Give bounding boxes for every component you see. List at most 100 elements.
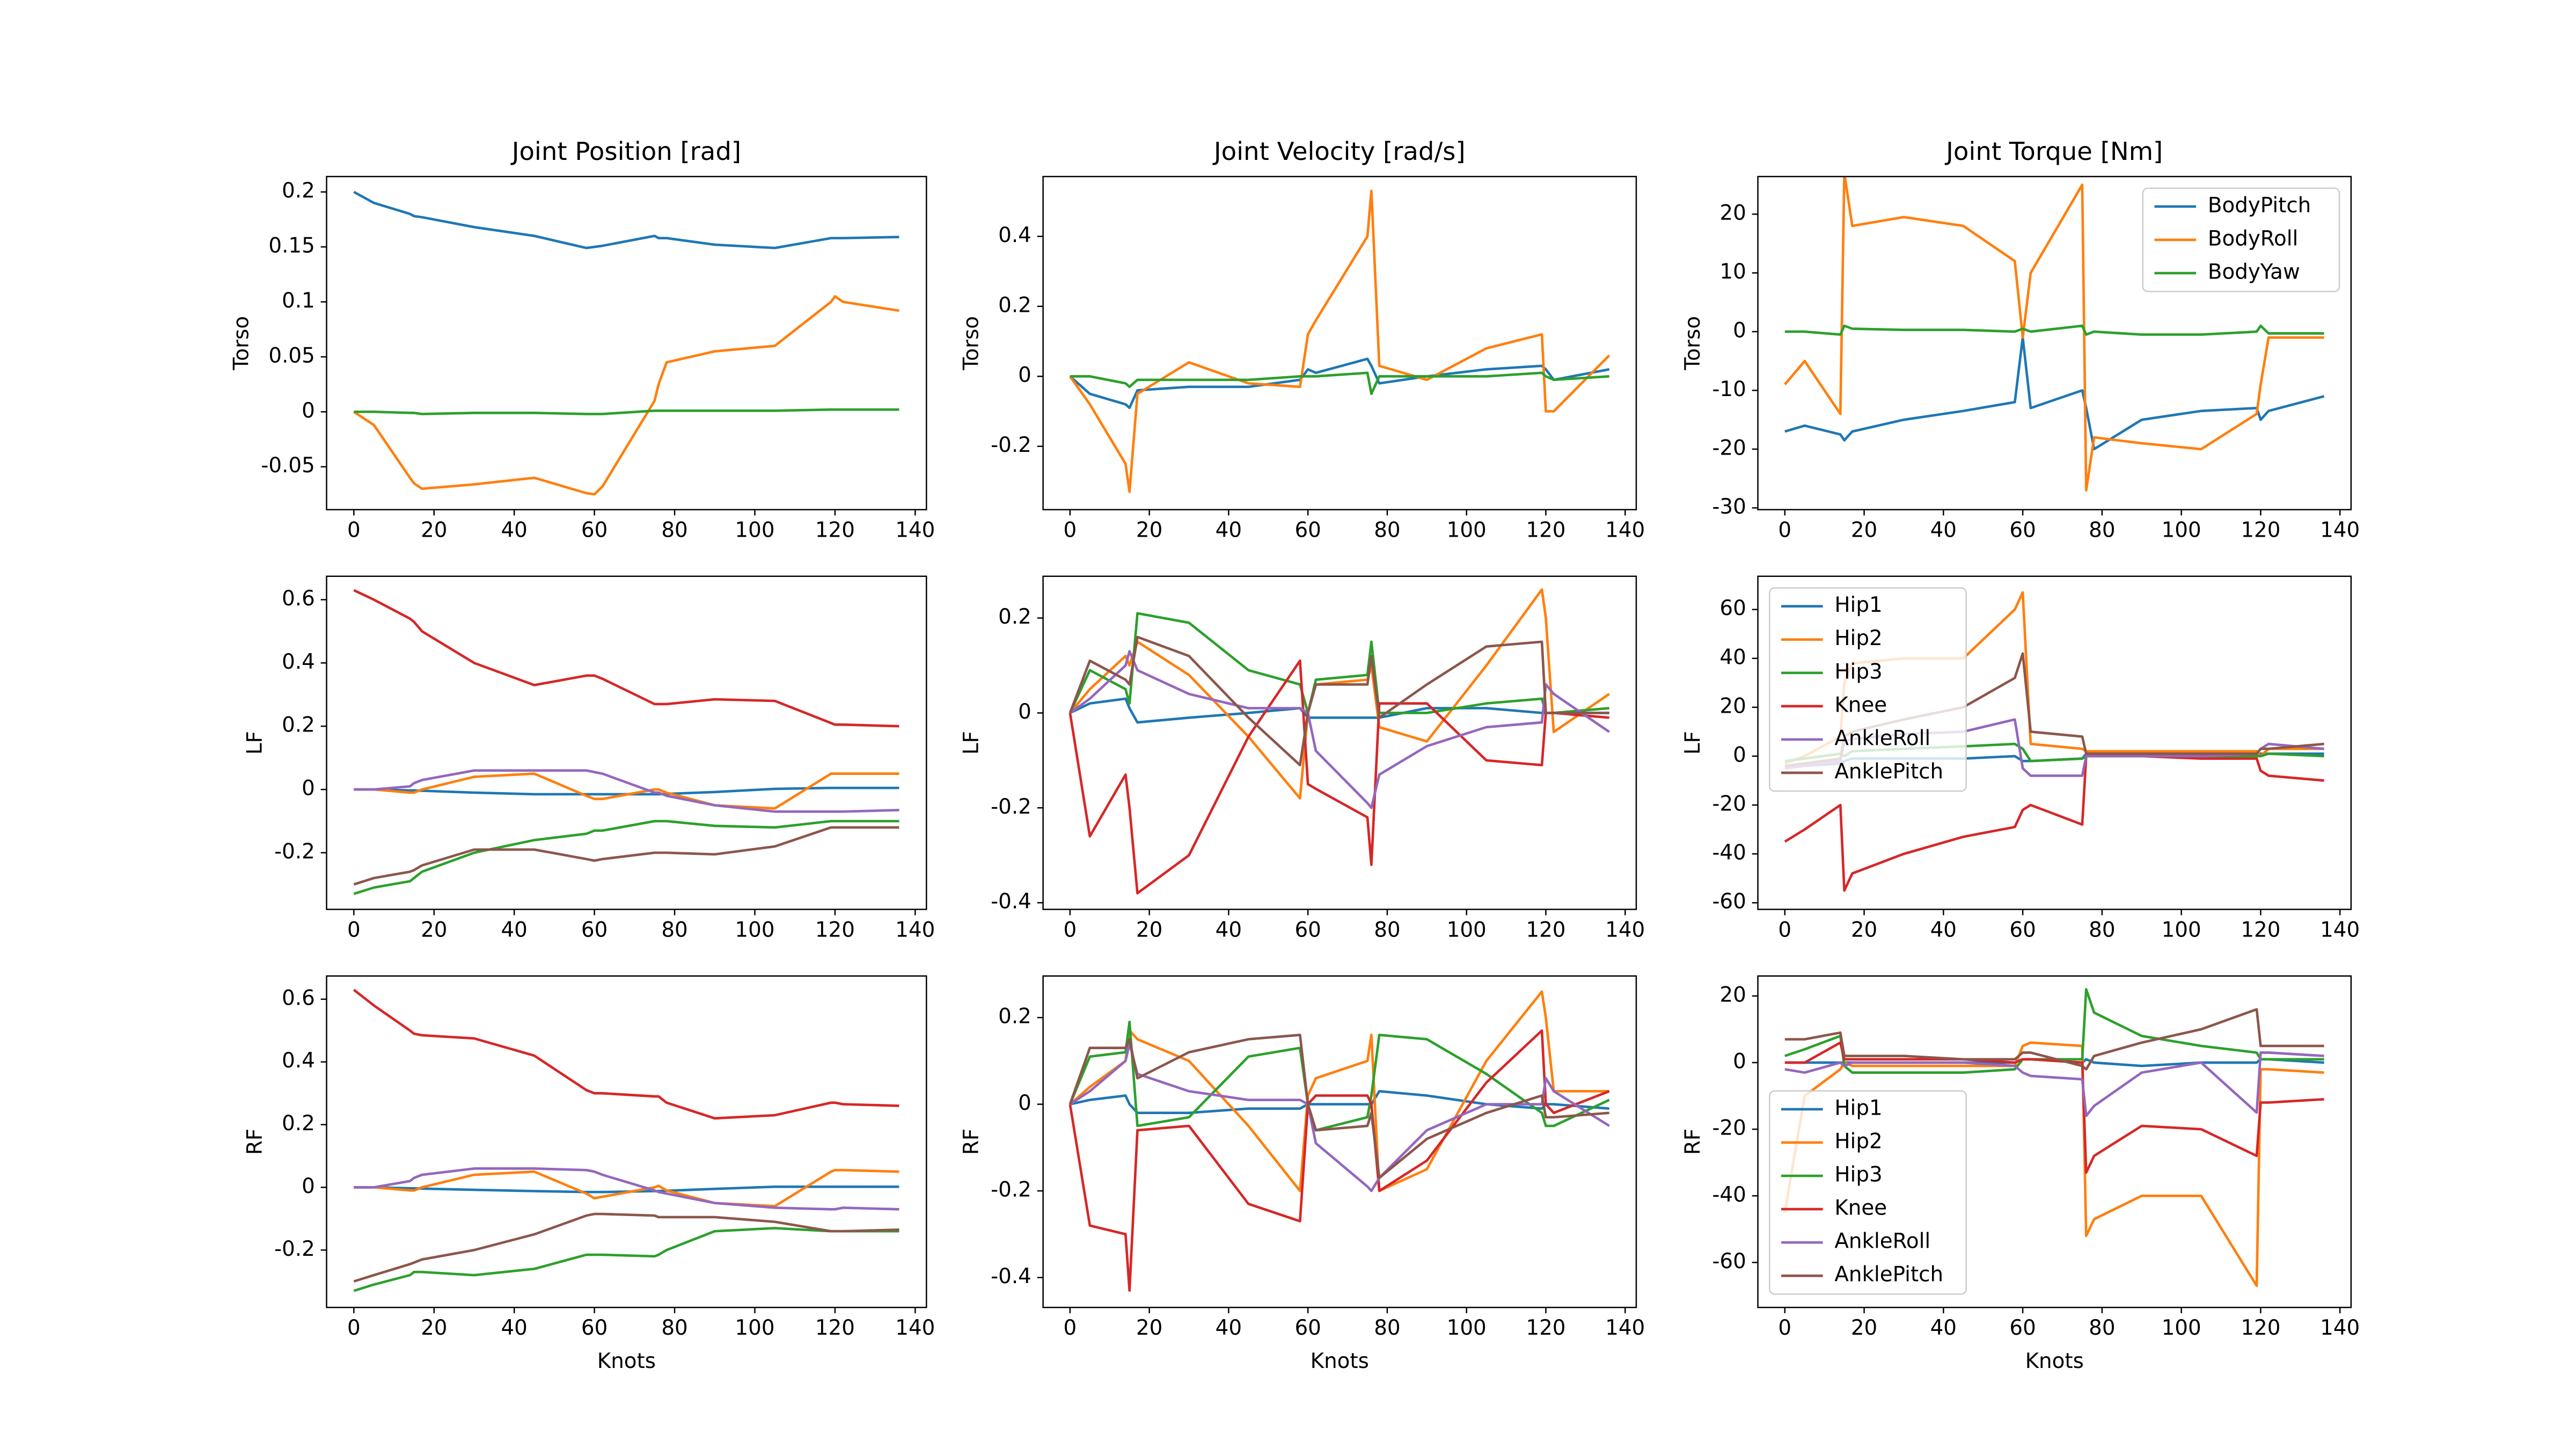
x-tick-label: 40 [501,918,528,942]
x-tick-label: 80 [661,518,687,543]
x-tick-label: 120 [2241,918,2280,942]
data-line [354,1168,899,1208]
y-tick-label: 10 [1719,260,1746,284]
y-axis-label: Torso [230,316,254,371]
x-tick-label: 40 [1216,1316,1242,1340]
y-tick-label: 0.2 [282,713,315,737]
subplot: 0 20 40 60 80 100 120 140 -0.2 0 0.2 0.4 0.6 Knots RF [243,975,935,1373]
data-line [1784,755,2324,892]
legend-label: Hip2 [1834,1129,1882,1153]
y-tick-label: 0.1 [282,289,315,313]
axes-frame [326,175,927,510]
y-tick-label: 0.2 [282,1111,315,1136]
axes-frame [1042,175,1637,510]
axes-frame [326,975,927,1308]
x-tick-label: 40 [1930,918,1957,942]
y-tick-label: -20 [1712,1116,1746,1140]
data-line [1069,1034,1609,1180]
y-tick-label: 0.2 [998,605,1031,629]
x-tick-label: 120 [1526,1316,1565,1340]
x-tick-label: 80 [2089,518,2115,543]
y-tick-label: -0.4 [991,890,1031,914]
data-line [1069,1029,1610,1292]
x-tick-label: 120 [815,918,855,942]
x-axis-label: Knots [597,1349,656,1373]
data-line [353,826,899,886]
data-line [353,191,899,250]
x-tick-label: 100 [2162,518,2201,543]
y-tick-label: -20 [1712,792,1746,816]
x-tick-label: 80 [2089,1316,2115,1340]
x-tick-label: 40 [1216,518,1242,543]
y-tick-label: 0 [1733,318,1746,342]
x-tick-label: 0 [347,518,361,543]
x-tick-label: 40 [1216,918,1242,942]
y-tick-label: -0.2 [274,1237,315,1261]
x-tick-label: 60 [581,1316,608,1340]
y-tick-label: 0.6 [282,587,315,611]
x-tick-label: 140 [2320,918,2360,942]
y-tick-label: -60 [1712,1249,1746,1274]
data-line [1784,1041,2324,1174]
y-axis-label: RF [959,1129,983,1155]
x-tick-label: 100 [1447,518,1487,543]
axes-frame [1757,575,2352,910]
y-tick-label: -10 [1712,377,1746,401]
y-axis-label: LF [1681,731,1705,755]
y-tick-label: 20 [1719,201,1746,225]
x-tick-label: 140 [1605,918,1645,942]
x-tick-label: 60 [2009,1316,2036,1340]
data-line [1069,635,1609,767]
y-axis-label: RF [1681,1129,1705,1155]
y-tick-label: 0 [1018,700,1031,724]
data-line [1069,612,1609,714]
x-tick-label: 0 [1063,1316,1077,1340]
subplot: 0 20 40 60 80 100 120 140 -0.2 0 0.2 0.4 0.6 LF [243,575,935,942]
data-line [354,408,899,415]
data-line [1069,357,1610,409]
y-tick-label: -0.05 [261,453,314,478]
y-tick-label: -30 [1712,495,1746,519]
x-tick-label: 80 [1374,918,1400,942]
legend-label: AnkleRoll [1834,726,1930,750]
legend-label: BodyYaw [2208,260,2300,284]
subplot-title: Joint Position [rad] [510,137,741,166]
subplot: 0 20 40 60 80 100 120 140 -0.05 0 0.05 0.1 0.15 0.2 Jo… [230,137,935,542]
legend-label: BodyPitch [2208,193,2311,217]
x-tick-label: 60 [581,918,608,942]
y-tick-label: 0.4 [998,223,1031,247]
x-tick-label: 0 [1778,518,1791,543]
data-line [1784,1008,2324,1071]
x-tick-label: 120 [815,1316,855,1340]
y-tick-label: 0.2 [998,1005,1031,1029]
x-tick-label: 140 [895,518,935,543]
data-line [1070,371,1609,396]
x-tick-label: 140 [895,918,935,942]
data-line [354,1185,899,1194]
y-tick-label: -0.2 [991,795,1031,819]
y-tick-label: 20 [1719,694,1746,718]
legend-label: Knee [1834,693,1887,717]
data-line [353,819,899,895]
y-tick-label: 0 [302,1174,315,1198]
x-tick-label: 80 [661,918,687,942]
x-tick-label: 40 [1930,518,1957,543]
y-tick-label: 0 [302,399,315,423]
y-tick-label: -0.4 [991,1264,1031,1289]
x-tick-label: 100 [735,918,774,942]
data-line [1784,176,2324,492]
data-line [353,589,899,728]
x-tick-label: 100 [1447,1316,1487,1340]
y-tick-label: 20 [1719,983,1746,1007]
x-tick-label: 100 [735,1316,774,1340]
subplot-title: Joint Velocity [rad/s] [1212,137,1466,166]
x-tick-label: 40 [501,518,528,543]
legend: BodyPitch BodyRoll BodyYaw [2142,187,2340,292]
x-tick-label: 0 [347,1316,361,1340]
axes-frame [1042,975,1637,1308]
data-line [354,1167,899,1211]
x-tick-label: 60 [1294,918,1321,942]
x-tick-label: 40 [501,1316,528,1340]
x-tick-label: 120 [815,518,855,543]
y-tick-label: 0 [1018,363,1031,387]
